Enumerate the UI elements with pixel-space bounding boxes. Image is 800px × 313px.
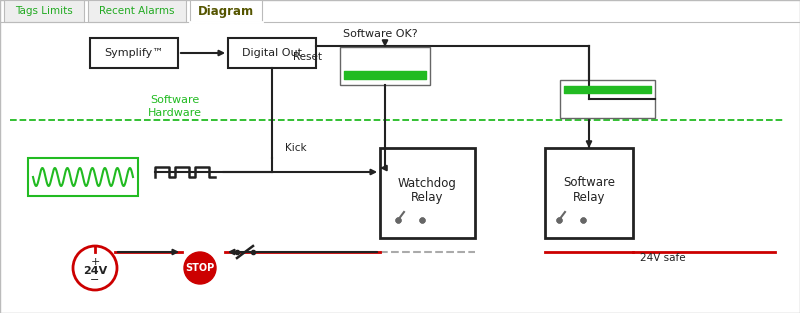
Text: 24V safe: 24V safe xyxy=(640,253,686,263)
Text: Reset: Reset xyxy=(293,52,322,62)
Bar xyxy=(88,0,186,22)
Bar xyxy=(28,158,138,196)
Text: Recent Alarms: Recent Alarms xyxy=(99,6,174,16)
Bar xyxy=(190,0,262,22)
Bar xyxy=(380,148,475,238)
Bar xyxy=(545,148,633,238)
Text: Kick: Kick xyxy=(285,143,306,153)
Bar xyxy=(228,38,316,68)
Bar xyxy=(340,47,430,85)
Text: Relay: Relay xyxy=(411,192,444,204)
Text: Diagram: Diagram xyxy=(198,4,254,18)
Text: Software: Software xyxy=(150,95,200,105)
Bar xyxy=(90,38,178,68)
Text: Relay: Relay xyxy=(573,192,606,204)
Text: +: + xyxy=(90,257,100,267)
Text: Hardware: Hardware xyxy=(148,108,202,118)
Bar xyxy=(560,80,655,118)
Text: −: − xyxy=(90,275,100,285)
Text: Symplify™: Symplify™ xyxy=(104,48,164,58)
Text: STOP: STOP xyxy=(186,263,214,273)
Text: Software OK?: Software OK? xyxy=(342,29,418,39)
Text: Tags Limits: Tags Limits xyxy=(15,6,73,16)
Text: Software: Software xyxy=(563,177,615,189)
Text: Watchdog: Watchdog xyxy=(398,177,457,189)
Circle shape xyxy=(184,252,216,284)
Text: 24V: 24V xyxy=(83,266,107,276)
Bar xyxy=(4,0,84,22)
Text: Digital Out: Digital Out xyxy=(242,48,302,58)
